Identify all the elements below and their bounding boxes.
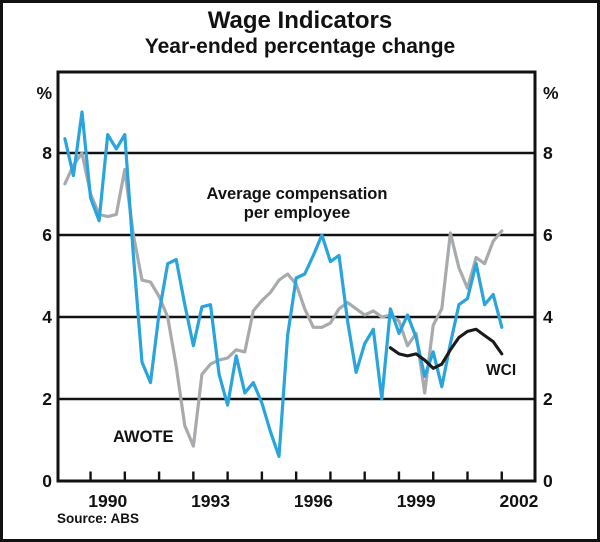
x-tick-label-1996: 1996 [294, 491, 333, 511]
y-tick-label-right-8: 8 [543, 143, 553, 163]
x-tick-label-1990: 1990 [88, 491, 127, 511]
line-average-compensation-per-employee [63, 151, 504, 448]
series-label-average-compensation: Average compensation per employee [172, 185, 422, 223]
y-tick-label-left-2: 2 [42, 389, 52, 409]
y-axis-unit-left: % [36, 83, 52, 103]
y-tick-label-left-4: 4 [42, 307, 52, 327]
source-note: Source: ABS [57, 511, 140, 526]
y-tick-label-right-2: 2 [543, 389, 553, 409]
plot-border [56, 70, 537, 483]
line-awote [63, 110, 504, 458]
y-axis-unit-right: % [543, 83, 559, 103]
y-tick-label-left-0: 0 [42, 471, 52, 491]
series-label-average-compensation-line1: Average compensation [206, 185, 388, 203]
chart-title: Wage Indicators [207, 7, 393, 34]
series-label-awote: AWOTE [113, 428, 174, 446]
series-label-average-compensation-line2: per employee [243, 204, 351, 222]
y-tick-label-left-8: 8 [42, 143, 52, 163]
y-tick-label-left-6: 6 [42, 225, 52, 245]
line-wci [388, 327, 504, 370]
y-tick-label-right-6: 6 [543, 225, 553, 245]
series-label-wci: WCI [486, 362, 517, 379]
y-tick-label-right-0: 0 [543, 471, 553, 491]
y-tick-label-right-4: 4 [543, 307, 553, 327]
chart-subtitle: Year-ended percentage change [144, 35, 456, 58]
x-tick-label-2002: 2002 [499, 491, 538, 511]
x-tick-label-1999: 1999 [397, 491, 436, 511]
x-tick-label-1993: 1993 [191, 491, 230, 511]
